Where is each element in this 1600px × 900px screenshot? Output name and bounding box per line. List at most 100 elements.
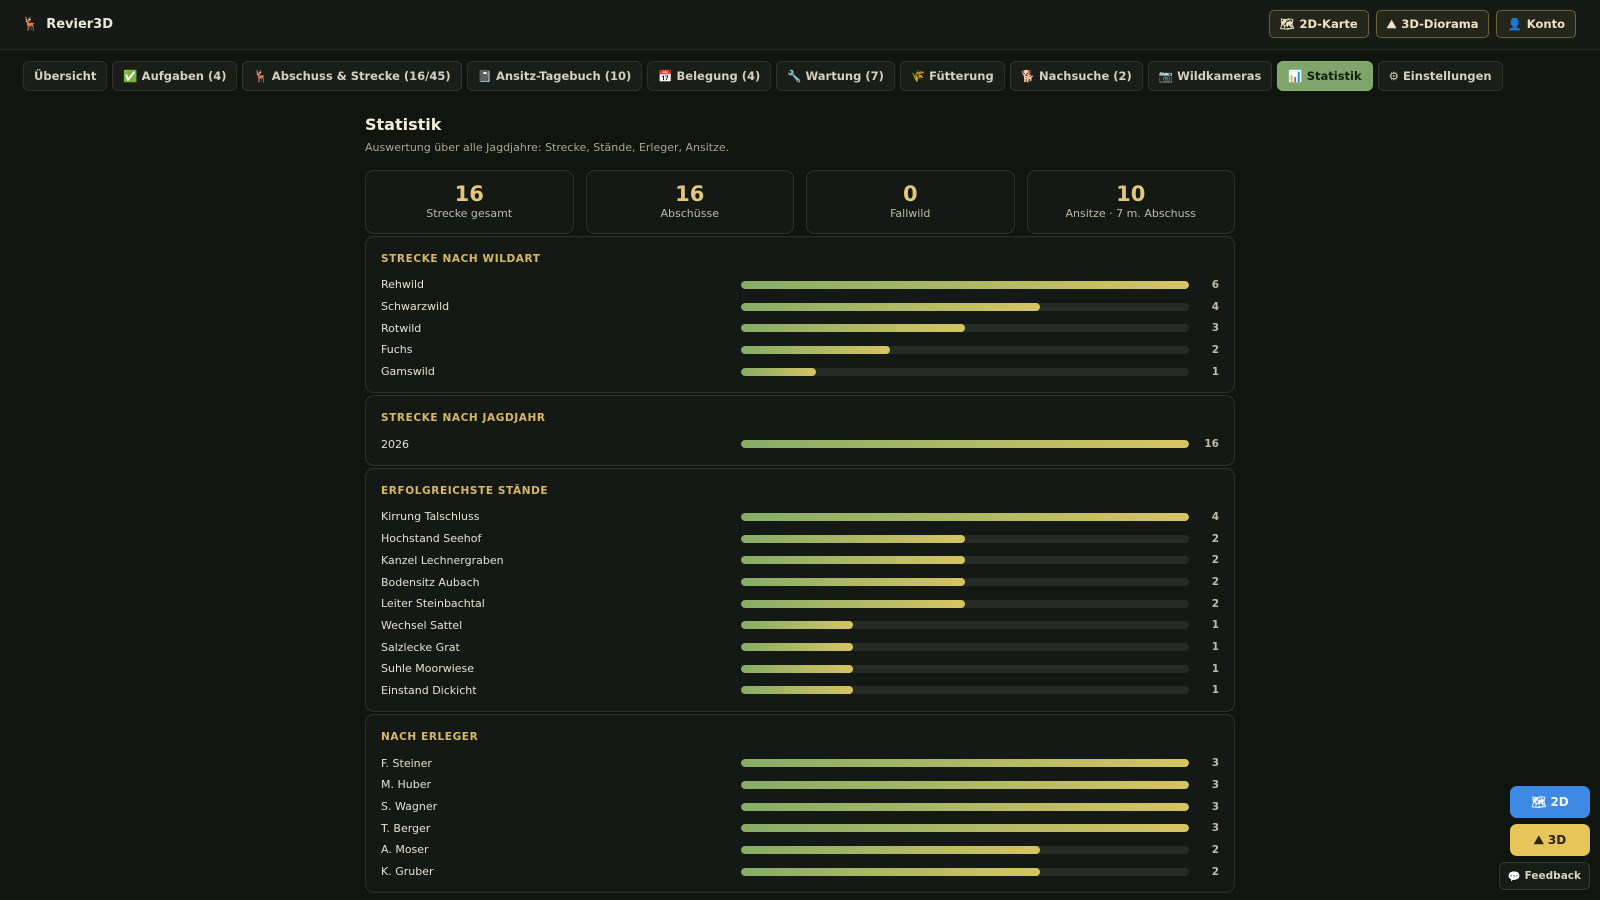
tab-5[interactable]: 🔧 Wartung (7) [776, 61, 895, 91]
brand[interactable]: 🦌 Revier3D [22, 16, 113, 34]
stat-sections: STRECKE NACH WILDART Rehwild 6 Schwarzwild 4… [365, 236, 1235, 894]
bar-track [741, 556, 1190, 565]
bar-row: Einstand Dickicht 1 [381, 680, 1219, 702]
bar-label: T. Berger [381, 821, 431, 835]
bar-row: S. Wagner 3 [381, 796, 1219, 818]
kpi-value: 16 [675, 182, 705, 206]
bar-row: Bodensitz Aubach 2 [381, 571, 1219, 593]
bar-track [741, 280, 1190, 289]
kpi-label: Ansitze · 7 m. Abschuss [1065, 207, 1197, 220]
tab-6[interactable]: 🌾 Fütterung [899, 61, 1005, 91]
tab-10[interactable]: ⚙ Einstellungen [1377, 61, 1503, 91]
diorama-3d-label: 3D-Diorama [1401, 17, 1479, 31]
view-dock: 🗺 2D ⛰ 3D [1510, 786, 1590, 862]
bar-fill [741, 302, 1040, 311]
bar-track [741, 578, 1190, 587]
bar-label: Suhle Moorwiese [381, 662, 475, 676]
bar-row: A. Moser 2 [381, 839, 1219, 861]
top-actions: 🗺 2D-Karte ⛰ 3D-Diorama 👤 Konto [1268, 10, 1576, 38]
bar-label: Rehwild [381, 278, 424, 292]
bar-track [741, 324, 1190, 333]
bar-value: 3 [1211, 757, 1219, 770]
view-2d-label: 2D [1550, 795, 1569, 809]
tab-4[interactable]: 📅 Belegung (4) [647, 61, 772, 91]
account-button[interactable]: 👤 Konto [1496, 10, 1576, 38]
mountain-icon: ⛰ [1533, 832, 1544, 847]
kpi-card: 0 Fallwild [806, 170, 1015, 234]
stat-card: NACH ERLEGER F. Steiner 3 M. Huber 3 S. Wagne… [365, 714, 1235, 894]
bar-fill [741, 578, 966, 587]
bar-label: Schwarzwild [381, 300, 450, 314]
stat-card: STRECKE NACH WILDART Rehwild 6 Schwarzwild 4… [365, 236, 1235, 394]
tab-1[interactable]: ✅ Aufgaben (4) [112, 61, 238, 91]
feedback-button[interactable]: 💬 Feedback [1498, 862, 1590, 890]
kpi-label: Fallwild [890, 207, 931, 220]
statistics-panel: Statistik Auswertung über alle Jagdjahre… [365, 112, 1235, 894]
bar-fill [741, 664, 854, 673]
kpi-value: 10 [1116, 182, 1146, 206]
bar-fill [741, 802, 1190, 811]
section-title: NACH ERLEGER [381, 731, 479, 744]
bar-row: T. Berger 3 [381, 817, 1219, 839]
bar-row: Rehwild 6 [381, 274, 1219, 296]
bar-value: 6 [1211, 278, 1219, 291]
speech-bubble-icon: 💬 [1507, 870, 1521, 883]
bar-label: Gamswild [381, 365, 435, 379]
bar-value: 2 [1211, 597, 1219, 610]
kpi-card: 16 Abschüsse [585, 170, 794, 234]
tab-0[interactable]: Übersicht [23, 61, 108, 91]
bar-row: M. Huber 3 [381, 774, 1219, 796]
kpi-value: 0 [902, 182, 918, 206]
bar-fill [741, 780, 1190, 789]
tab-3[interactable]: 📓 Ansitz-Tagebuch (10) [466, 61, 643, 91]
bar-fill [741, 759, 1190, 768]
bar-fill [741, 512, 1190, 521]
top-bar: 🦌 Revier3D 🗺 2D-Karte ⛰ 3D-Diorama 👤 Kon… [0, 0, 1600, 50]
bar-fill [741, 324, 966, 333]
tab-7[interactable]: 🐕 Nachsuche (2) [1009, 61, 1143, 91]
view-3d-label: 3D [1547, 833, 1567, 847]
bar-track [741, 686, 1190, 695]
stat-card: ERFOLGREICHSTE STÄNDE Kirrung Talschluss 4… [365, 468, 1235, 713]
bar-track [741, 780, 1190, 789]
diorama-3d-button[interactable]: ⛰ 3D-Diorama [1375, 10, 1490, 38]
stat-card: STRECKE NACH JAGDJAHR 2026 16 [365, 395, 1235, 467]
tab-2[interactable]: 🦌 Abschuss & Strecke (16/45) [242, 61, 462, 91]
bar-fill [741, 440, 1190, 449]
bar-track [741, 845, 1190, 854]
kpi-card: 10 Ansitze · 7 m. Abschuss [1026, 170, 1235, 234]
user-icon: 👤 [1507, 17, 1522, 31]
view-2d-button[interactable]: 🗺 2D [1510, 786, 1590, 818]
bar-value: 2 [1211, 843, 1219, 856]
bar-value: 2 [1211, 865, 1219, 878]
bar-label: Fuchs [381, 343, 413, 357]
bar-label: Bodensitz Aubach [381, 575, 480, 589]
bar-label: Einstand Dickicht [381, 683, 477, 697]
map-icon: 🗺 [1531, 795, 1547, 809]
bar-track [741, 621, 1190, 630]
bar-track [741, 664, 1190, 673]
app-name: Revier3D [46, 17, 114, 32]
bar-label: Leiter Steinbachtal [381, 597, 485, 611]
page-title: Statistik [365, 115, 442, 134]
bar-value: 1 [1211, 684, 1219, 697]
bar-track [741, 643, 1190, 652]
map-2d-label: 2D-Karte [1299, 17, 1358, 31]
map-2d-button[interactable]: 🗺 2D-Karte [1268, 10, 1369, 38]
bar-value: 3 [1211, 322, 1219, 335]
bar-track [741, 440, 1190, 449]
bar-row: K. Gruber 2 [381, 861, 1219, 883]
bar-row: Suhle Moorwiese 1 [381, 658, 1219, 680]
tab-8[interactable]: 📷 Wildkameras [1147, 61, 1273, 91]
bar-value: 1 [1211, 365, 1219, 378]
bar-label: F. Steiner [381, 756, 432, 770]
bar-row: Hochstand Seehof 2 [381, 528, 1219, 550]
view-3d-button[interactable]: ⛰ 3D [1510, 824, 1590, 856]
bar-label: S. Wagner [381, 800, 438, 814]
tab-9[interactable]: 📊 Statistik [1277, 61, 1373, 91]
tab-bar: Übersicht ✅ Aufgaben (4) 🦌 Abschuss & Stre… [23, 61, 1503, 91]
bar-track [741, 802, 1190, 811]
mountain-icon: ⛰ [1386, 17, 1397, 31]
bar-fill [741, 824, 1190, 833]
bar-fill [741, 280, 1190, 289]
